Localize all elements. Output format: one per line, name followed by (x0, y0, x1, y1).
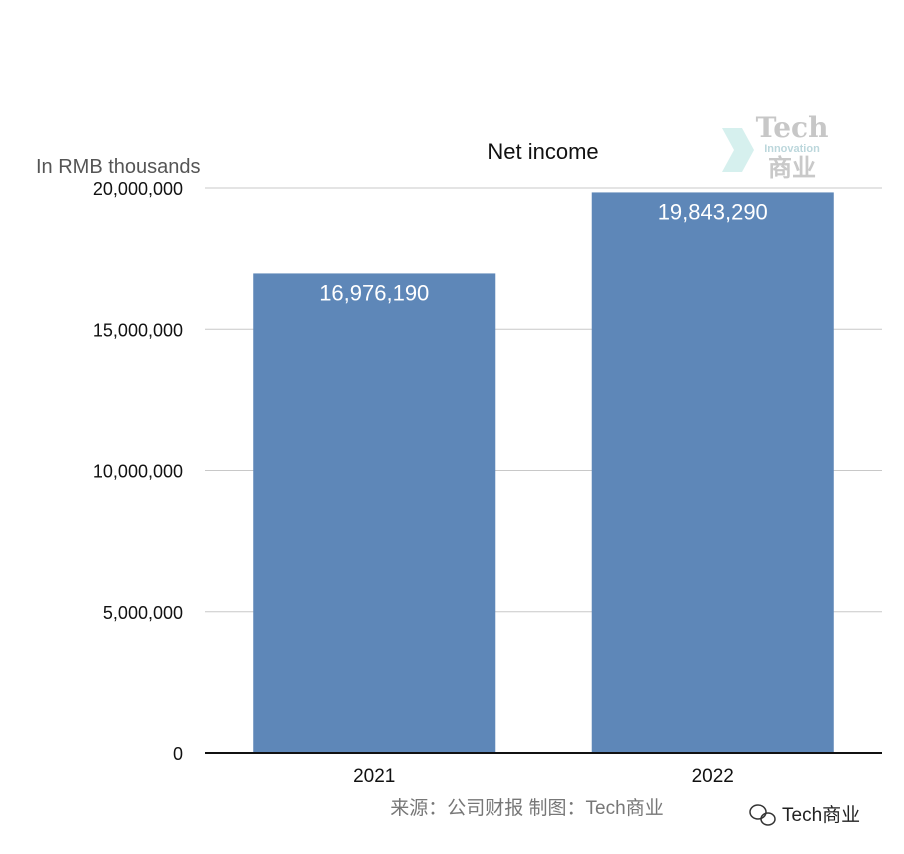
y-tick-label: 5,000,000 (103, 603, 183, 623)
watermark-text: Tech商业 (782, 804, 860, 826)
bars (253, 192, 834, 753)
y-tick-label: 20,000,000 (93, 179, 183, 199)
data-labels: 16,976,190 19,843,290 (319, 199, 768, 305)
x-tick-label: 2022 (692, 766, 734, 787)
chart-title: Net income (487, 139, 598, 164)
data-label-2022: 19,843,290 (658, 199, 768, 224)
data-label-2021: 16,976,190 (319, 280, 429, 305)
logo-arrow-icon (722, 128, 754, 172)
y-tick-label: 15,000,000 (93, 320, 183, 340)
y-axis-unit-label: In RMB thousands (36, 156, 201, 178)
y-axis-ticks: 0 5,000,000 10,000,000 15,000,000 20,000,000 (93, 179, 183, 764)
brand-logo: Tech Innovation 商业 (722, 111, 828, 182)
logo-cn-text: 商业 (768, 154, 816, 182)
y-tick-label: 0 (173, 744, 183, 764)
source-note: 来源：公司财报 制图：Tech商业 (390, 797, 663, 819)
logo-sub-text: Innovation (764, 143, 820, 155)
bar-2022 (591, 192, 834, 753)
watermark: Tech商业 (749, 804, 860, 826)
x-tick-label: 2021 (353, 766, 395, 787)
bar-2021 (253, 273, 496, 753)
y-tick-label: 10,000,000 (93, 462, 183, 482)
wechat-icon (749, 804, 776, 826)
x-axis-ticks: 2021 2022 (353, 766, 734, 787)
logo-tech-text: Tech (756, 111, 829, 144)
